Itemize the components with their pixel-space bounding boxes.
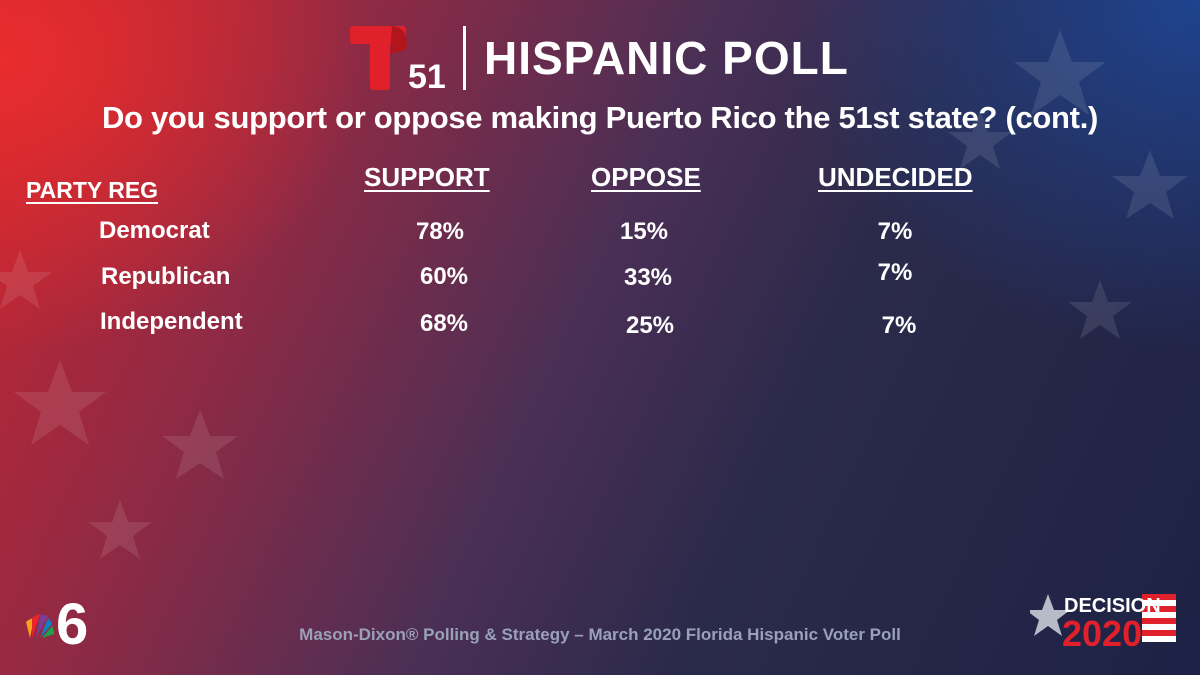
decision-word: DECISION [1064, 595, 1161, 617]
nbc6-logo: 6 [26, 592, 88, 648]
background-star-icon [1112, 150, 1188, 219]
independent-undecided-value: 7% [881, 312, 917, 339]
democrat-undecided-value: 7% [877, 218, 913, 245]
republican-oppose-value: 33% [623, 264, 673, 291]
party-reg-header: PARTY REG [26, 177, 159, 203]
decision-year: 2020 [1062, 613, 1142, 652]
logo-number: 51 [408, 58, 446, 92]
star-icon [1030, 594, 1070, 636]
station-number: 6 [56, 592, 88, 648]
poll-question: Do you support or oppose making Puerto R… [101, 100, 1099, 135]
background-star-icon [948, 110, 1012, 169]
flag-stripes-icon [1142, 594, 1176, 642]
telemundo-51-logo: 51 [350, 26, 446, 92]
peacock-icon [26, 614, 55, 638]
independent-oppose-value: 25% [625, 312, 675, 339]
header-divider [463, 26, 466, 90]
background-star-icon [162, 410, 238, 479]
row-label-democrat: Democrat [99, 217, 210, 244]
undecided-column-header: UNDECIDED [818, 162, 973, 192]
source-footer: Mason-Dixon® Polling & Strategy – March … [299, 625, 901, 644]
row-label-independent: Independent [100, 308, 243, 335]
independent-support-value: 68% [419, 310, 469, 337]
oppose-column-header: OPPOSE [591, 162, 701, 192]
row-label-republican: Republican [101, 263, 231, 290]
republican-support-value: 60% [419, 263, 469, 290]
background-star-icon [1068, 280, 1132, 339]
republican-undecided-value: 7% [877, 259, 913, 286]
background-star-icon [88, 500, 152, 559]
background-star-icon [14, 360, 106, 445]
background-star-icon [0, 250, 52, 309]
democrat-oppose-value: 15% [619, 218, 669, 245]
page-title: HISPANIC POLL [484, 32, 849, 84]
support-column-header: SUPPORT [364, 162, 490, 192]
background-star-icon [1014, 30, 1106, 115]
democrat-support-value: 78% [415, 218, 465, 245]
decision-2020-logo: DECISION 2020 [1030, 594, 1176, 652]
